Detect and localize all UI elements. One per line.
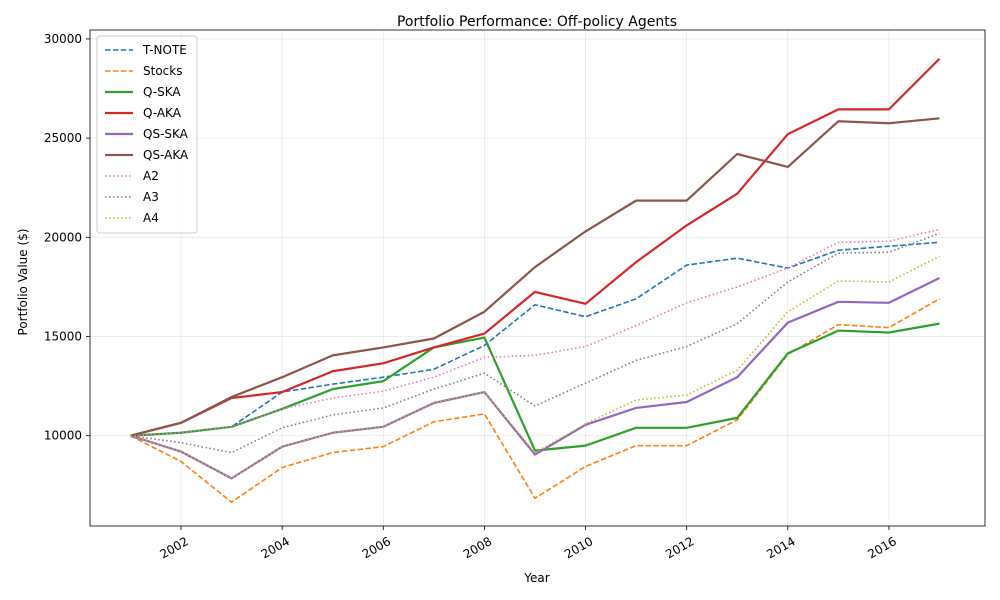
y-axis-label: Portfolio Value ($) bbox=[16, 229, 30, 336]
y-tick-label: 10000 bbox=[44, 429, 82, 443]
series-line-stocks bbox=[130, 298, 940, 503]
series-line-qs-aka bbox=[130, 117, 940, 437]
x-axis-label: Year bbox=[523, 571, 549, 585]
plot-area-frame bbox=[89, 29, 986, 527]
legend: T-NOTE Stocks Q-SKA Q-AKA QS-SKA QS-AKA A2 A3 A4 bbox=[96, 35, 198, 234]
y-axis-ticks: 10000 15000 20000 25000 30000 bbox=[44, 32, 90, 443]
legend-label: T-NOTE bbox=[142, 43, 187, 57]
series-line-q-aka bbox=[130, 57, 941, 437]
legend-label: Q-AKA bbox=[143, 106, 182, 120]
y-tick-label: 15000 bbox=[44, 330, 82, 344]
chart-title: Portfolio Performance: Off-policy Agents bbox=[397, 14, 677, 30]
legend-box bbox=[96, 35, 198, 234]
grid-lines bbox=[90, 30, 985, 526]
legend-label: QS-SKA bbox=[143, 127, 189, 141]
series-line-qs-ska bbox=[130, 277, 940, 480]
legend-label: Stocks bbox=[143, 64, 182, 78]
series-line-t-note bbox=[130, 241, 940, 437]
y-tick-label: 20000 bbox=[44, 230, 82, 244]
series-line-a2 bbox=[130, 228, 940, 437]
series-lines bbox=[130, 57, 941, 503]
legend-label: Q-SKA bbox=[143, 85, 181, 99]
y-tick-label: 30000 bbox=[44, 32, 82, 46]
legend-label: QS-AKA bbox=[143, 148, 189, 162]
series-line-a3 bbox=[130, 232, 940, 454]
legend-label: A3 bbox=[143, 190, 159, 204]
legend-label: A2 bbox=[143, 169, 159, 183]
y-tick-label: 25000 bbox=[44, 131, 82, 145]
legend-label: A4 bbox=[143, 211, 159, 225]
